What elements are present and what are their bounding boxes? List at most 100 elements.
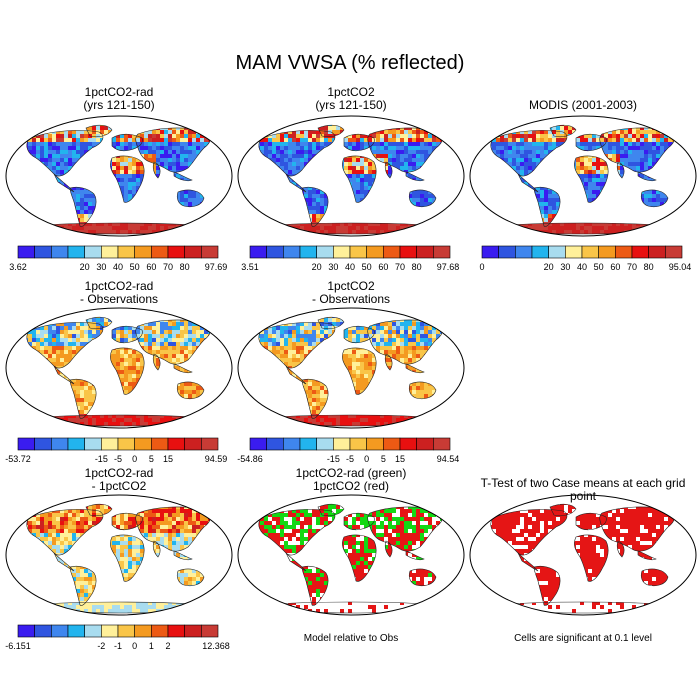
colorbar-tick-label: 70 (395, 262, 405, 272)
panel-title-line1: 1pctCO2 (327, 279, 375, 293)
map-frame (5, 307, 233, 429)
colorbar-box (498, 245, 516, 259)
colorbar-box (84, 624, 102, 638)
colorbar-tick-label: 1 (149, 641, 154, 651)
colorbar-box (266, 437, 284, 451)
map-frame (469, 115, 697, 237)
colorbar-min-label: 3.62 (9, 262, 27, 272)
colorbar-tick-label: 20 (544, 262, 554, 272)
colorbar-tick-label: 5 (149, 454, 154, 464)
colorbar-box (299, 437, 317, 451)
colorbar-box (184, 624, 202, 638)
colorbar-tick-label: 40 (577, 262, 587, 272)
colorbar-box (481, 245, 499, 259)
colorbar-box (201, 437, 219, 451)
panel-title-line1: 1pctCO2-rad (green) (295, 466, 407, 480)
colorbar-tick-label: 30 (560, 262, 570, 272)
colorbar-box (67, 437, 85, 451)
world-map (5, 307, 233, 429)
colorbar-tick-label: 50 (130, 262, 140, 272)
colorbar-box (548, 245, 566, 259)
colorbar-box (299, 245, 317, 259)
panel-title-line2: (yrs 121-150) (83, 98, 155, 112)
colorbar-box (333, 437, 351, 451)
colorbar-tick-label: 80 (644, 262, 654, 272)
colorbar-max-label: 95.04 (669, 262, 692, 272)
colorbar-box (366, 245, 384, 259)
panel-title: T-Test of two Case means at each grid po… (468, 477, 698, 503)
colorbar-box (283, 437, 301, 451)
colorbar: -6.151 12.368 -2 -1 0 1 2 (5, 624, 230, 651)
colorbar-box (51, 437, 69, 451)
colorbar-box (134, 245, 152, 259)
colorbar: 0 95.04 20 30 40 50 60 70 80 (479, 245, 692, 272)
panel-title-line2: - 1pctCO2 (91, 479, 147, 493)
colorbar-box (167, 437, 185, 451)
colorbar-box (17, 245, 35, 259)
panel-title-line1: 1pctCO2-rad (84, 85, 154, 99)
colorbar-tick-label: -2 (97, 641, 105, 651)
colorbar-box (383, 437, 401, 451)
colorbar-tick-label: 15 (163, 454, 173, 464)
panel-co2-minus-obs: 1pctCO2 - Observations -54.86 94.54 -15 -5 0… (236, 280, 466, 470)
colorbar-tick-label: 20 (312, 262, 322, 272)
panel-1pctco2: 1pctCO2 (yrs 121-150) 3.51 97.68 20 30 40 50 6… (236, 86, 466, 276)
colorbar-box (333, 245, 351, 259)
colorbar-box (565, 245, 583, 259)
colorbar-box (34, 245, 52, 259)
colorbar-box (399, 245, 417, 259)
colorbar-box (283, 245, 301, 259)
world-map (469, 494, 697, 616)
panel-title: 1pctCO2-rad - 1pctCO2 (4, 467, 234, 493)
panel-title-line1: MODIS (2001-2003) (528, 98, 638, 112)
map-frame (469, 494, 697, 616)
colorbar: -53.72 94.59 -15 -5 0 5 15 (5, 437, 227, 464)
colorbar-tick-label: 80 (180, 262, 190, 272)
colorbar-box (51, 245, 69, 259)
colorbar-tick-label: 40 (113, 262, 123, 272)
colorbar-box (249, 245, 267, 259)
colorbar-box (648, 245, 666, 259)
map-frame (5, 115, 233, 237)
colorbar-box (366, 437, 384, 451)
world-map (5, 115, 233, 237)
colorbar-max-label: 94.54 (437, 454, 460, 464)
colorbar-box (433, 245, 451, 259)
panel-title-line2: (yrs 121-150) (315, 98, 387, 112)
colorbar: 3.62 97.69 20 30 40 50 60 70 80 (9, 245, 228, 272)
colorbar-tick-label: 30 (328, 262, 338, 272)
colorbar-box (316, 245, 334, 259)
figure-title: MAM VWSA (% reflected) (235, 52, 465, 74)
world-map (237, 115, 465, 237)
panel-1pctco2-rad: 1pctCO2-rad (yrs 121-150) 3.62 97.69 20 30 4… (4, 86, 234, 276)
world-map (5, 494, 233, 616)
colorbar-box (117, 437, 135, 451)
colorbar-tick-label: 70 (163, 262, 173, 272)
colorbar-box (201, 624, 219, 638)
colorbar-tick-label: -15 (95, 454, 108, 464)
colorbar-min-label: 0 (479, 262, 484, 272)
panel-note: Model relative to Obs (303, 633, 399, 644)
colorbar-tick-label: 30 (96, 262, 106, 272)
colorbar-box (665, 245, 683, 259)
colorbar-max-label: 97.68 (437, 262, 460, 272)
colorbar-max-label: 97.69 (205, 262, 228, 272)
colorbar-tick-label: -15 (327, 454, 340, 464)
panel-title-line2: 1pctCO2 (red) (312, 479, 390, 493)
panel-title: 1pctCO2 - Observations (236, 280, 466, 306)
colorbar-tick-label: 0 (132, 454, 137, 464)
colorbar-tick-label: 60 (378, 262, 388, 272)
colorbar-box (34, 437, 52, 451)
colorbar-tick-label: 60 (146, 262, 156, 272)
colorbar-box (17, 437, 35, 451)
colorbar-box (349, 245, 367, 259)
colorbar-box (631, 245, 649, 259)
colorbar-min-label: -53.72 (5, 454, 31, 464)
panel-title-line1: T-Test of two Case means at each grid po… (480, 476, 686, 503)
colorbar-box (349, 437, 367, 451)
colorbar-box (151, 437, 169, 451)
colorbar-box (615, 245, 633, 259)
colorbar-box (531, 245, 549, 259)
colorbar-min-label: -6.151 (5, 641, 31, 651)
colorbar-tick-label: 20 (80, 262, 90, 272)
